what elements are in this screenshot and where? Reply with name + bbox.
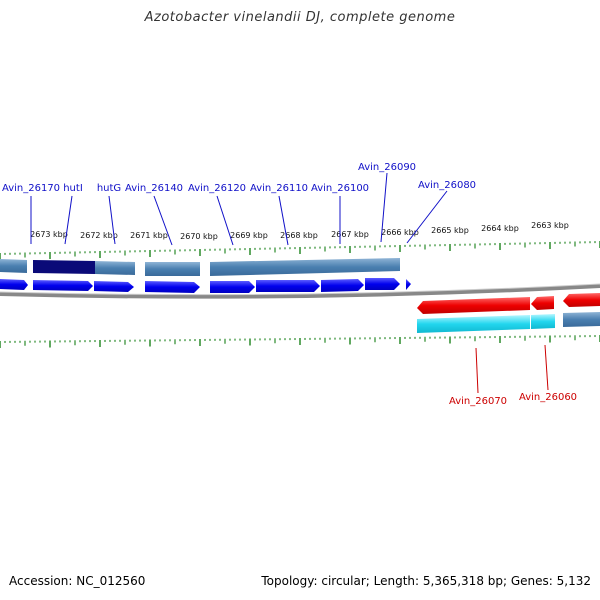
scale-labels: 2673 kbp 2672 kbp 2671 kbp 2670 kbp 2669… bbox=[30, 221, 569, 241]
scale-label: 2666 kbp bbox=[381, 228, 419, 237]
scale-label: 2664 kbp bbox=[481, 224, 519, 233]
gene-arrow[interactable] bbox=[406, 279, 411, 290]
cds-track-forward bbox=[0, 258, 400, 276]
accession-text: Accession: NC_012560 bbox=[9, 574, 146, 588]
scale-ticks-bottom bbox=[0, 335, 600, 348]
forward-gene-labels: Avin_26170 hutI hutG Avin_26140 Avin_261… bbox=[2, 162, 476, 246]
gene-arrow[interactable] bbox=[563, 293, 600, 307]
scale-label: 2663 kbp bbox=[531, 221, 569, 230]
gene-label-huti[interactable]: hutI bbox=[63, 183, 83, 194]
gene-track-reverse[interactable] bbox=[417, 293, 600, 314]
reverse-gene-labels: Avin_26070 Avin_26060 bbox=[449, 344, 577, 407]
scale-label: 2673 kbp bbox=[30, 230, 68, 239]
scale-label: 2665 kbp bbox=[431, 226, 469, 235]
gene-label-hutg[interactable]: hutG bbox=[97, 183, 121, 194]
gene-label-avin-26100[interactable]: Avin_26100 bbox=[311, 183, 369, 194]
genome-title: Azotobacter vinelandii DJ, complete geno… bbox=[144, 10, 456, 25]
scale-label: 2670 kbp bbox=[180, 232, 218, 241]
gene-label-avin-26070[interactable]: Avin_26070 bbox=[449, 396, 507, 407]
gene-arrow[interactable] bbox=[256, 280, 320, 292]
gene-label-avin-26090[interactable]: Avin_26090 bbox=[358, 162, 416, 173]
gene-label-avin-26170[interactable]: Avin_26170 bbox=[2, 183, 60, 194]
scale-label: 2672 kbp bbox=[80, 231, 118, 240]
gene-track-forward[interactable] bbox=[0, 278, 411, 293]
scale-label: 2669 kbp bbox=[230, 231, 268, 240]
gene-label-avin-26060[interactable]: Avin_26060 bbox=[519, 392, 577, 403]
gene-arrow[interactable] bbox=[417, 297, 530, 314]
gene-arrow[interactable] bbox=[145, 281, 200, 293]
gene-arrow[interactable] bbox=[321, 279, 364, 292]
scale-label: 2668 kbp bbox=[280, 231, 318, 240]
gene-arrow[interactable] bbox=[33, 280, 93, 291]
genome-backbone bbox=[0, 284, 600, 299]
gene-label-avin-26110[interactable]: Avin_26110 bbox=[250, 183, 308, 194]
scale-label: 2667 kbp bbox=[331, 230, 369, 239]
genome-summary-text: Topology: circular; Length: 5,365,318 bp… bbox=[261, 574, 591, 588]
gene-label-avin-26120[interactable]: Avin_26120 bbox=[188, 183, 246, 194]
scale-ticks-top bbox=[0, 241, 600, 260]
gene-arrow[interactable] bbox=[210, 281, 255, 293]
scale-label: 2671 kbp bbox=[130, 231, 168, 240]
gene-label-avin-26140[interactable]: Avin_26140 bbox=[125, 183, 183, 194]
gene-label-avin-26080[interactable]: Avin_26080 bbox=[418, 180, 476, 191]
gene-arrow[interactable] bbox=[94, 281, 134, 292]
cds-track-reverse bbox=[417, 312, 600, 333]
gene-arrow[interactable] bbox=[365, 278, 400, 290]
gene-arrow[interactable] bbox=[0, 279, 28, 290]
gene-arrow[interactable] bbox=[531, 296, 554, 310]
